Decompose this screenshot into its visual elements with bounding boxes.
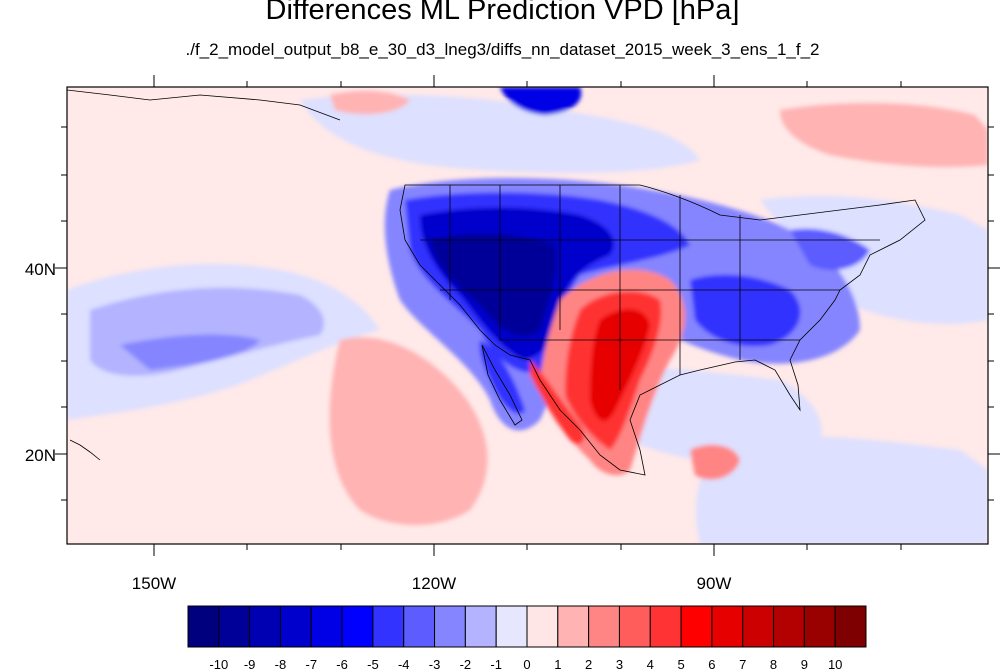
colorbar-tick-label: -1	[490, 657, 502, 672]
field-west-blue-4	[430, 233, 557, 336]
lon-label-90w: 90W	[697, 574, 732, 593]
alaska-outline	[67, 89, 341, 121]
colorbar-tick-label: 2	[585, 657, 592, 672]
colorbar-swatch	[803, 605, 836, 648]
field-band-pacific-blue-3	[120, 334, 260, 370]
colorbar-tick-label: -6	[336, 657, 348, 672]
lon-label-120w: 120W	[412, 574, 456, 593]
colorbar-tick-label: 0	[523, 657, 530, 672]
field-northwest-light-blue	[300, 94, 700, 173]
field-north-red	[330, 90, 410, 115]
field-carib-red	[690, 444, 740, 480]
map-subtitle: ./f_2_model_output_b8_e_30_d3_lneg3/diff…	[185, 40, 820, 59]
field-baja-blue	[479, 340, 525, 414]
colorbar-tick-label: -4	[398, 657, 410, 672]
colorbar-tick-label: -10	[209, 657, 228, 672]
colorbar-swatch	[403, 605, 436, 648]
colorbar-swatch	[434, 605, 466, 648]
lon-label-150w: 150W	[132, 574, 176, 593]
colorbar-swatch	[249, 605, 281, 648]
field-north-top-blue	[500, 87, 582, 115]
colorbar-tick-label: -8	[275, 657, 287, 672]
colorbar-swatch	[310, 605, 343, 648]
colorbar-swatch	[711, 605, 744, 648]
us-outline	[399, 184, 926, 476]
colorbar-swatch	[495, 605, 528, 648]
colorbar	[187, 605, 867, 648]
colorbar-tick-label: 3	[616, 657, 623, 672]
field-east-blue	[690, 274, 801, 347]
colorbar-swatch	[218, 605, 251, 648]
colorbar-swatch	[773, 605, 805, 648]
hawaii-outline	[69, 439, 101, 461]
colorbar-swatch	[680, 605, 713, 648]
colorbar-tick-label: 6	[708, 657, 715, 672]
colorbar-tick-label: 1	[554, 657, 561, 672]
colorbar-tick-label: 8	[770, 657, 777, 672]
colorbar-tick-label: -2	[460, 657, 472, 672]
colorbar-swatch	[557, 605, 590, 648]
colorbar-swatch	[279, 605, 312, 648]
colorbar-swatch	[834, 605, 867, 648]
colorbar-swatch	[526, 605, 559, 648]
field-pacific-red	[329, 337, 488, 525]
colorbar-swatch	[618, 605, 651, 648]
baja-outline	[481, 344, 523, 426]
colorbar-swatch	[742, 605, 775, 648]
colorbar-swatch	[588, 605, 620, 648]
coastlines	[67, 89, 926, 476]
colorbar-tick-label: -9	[244, 657, 256, 672]
colorbar-tick-label: 9	[801, 657, 808, 672]
colorbar-swatch	[372, 605, 405, 648]
field-mexico-red	[530, 360, 585, 445]
field-northeast-red	[780, 103, 988, 167]
colorbar-swatch	[649, 605, 682, 648]
colorbar-tick-label: -5	[367, 657, 379, 672]
colorbar-tick-label: 7	[739, 657, 746, 672]
colorbar-swatch	[464, 605, 497, 648]
colorbar-swatch	[187, 605, 220, 648]
map-title: Differences ML Prediction VPD [hPa]	[265, 0, 740, 26]
lat-label-40n: 40N	[25, 260, 56, 279]
colorbar-tick-labels: -10 -9 -8 -7 -6 -5 -4 -3 -2 -1 0 1 2 3 4 5 6 7 8 9 10	[209, 657, 842, 672]
field-northeast-light-blue	[760, 195, 988, 324]
field-northeast-blue	[790, 228, 870, 270]
field-caribbean-light-blue	[696, 435, 988, 544]
colorbar-tick-label: 4	[647, 657, 654, 672]
colorbar-tick-label: 10	[828, 657, 842, 672]
map-field	[67, 87, 988, 544]
colorbar-swatch	[341, 605, 374, 648]
axis-ticks	[55, 75, 1000, 556]
colorbar-tick-label: -3	[429, 657, 441, 672]
lat-label-20n: 20N	[25, 446, 56, 465]
colorbar-tick-label: -7	[305, 657, 317, 672]
colorbar-tick-label: 5	[677, 657, 684, 672]
